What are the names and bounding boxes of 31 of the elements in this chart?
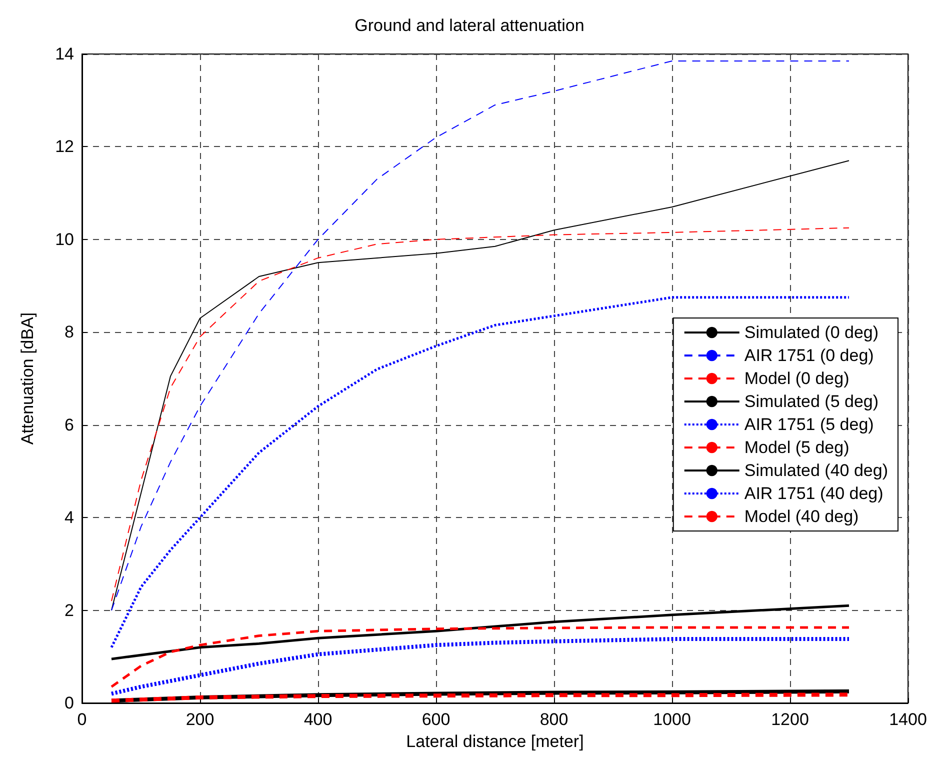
x-tick-label: 200 [186, 710, 214, 729]
x-axis-title: Lateral distance [meter] [406, 732, 584, 751]
legend-label: Simulated (0 deg) [744, 323, 879, 342]
legend-label: AIR 1751 (40 deg) [744, 484, 884, 503]
y-tick-label: 2 [64, 600, 74, 620]
line-series [110, 637, 851, 696]
x-tick-label: 800 [540, 710, 568, 729]
x-tick-label: 400 [304, 710, 332, 729]
legend-label: Model (0 deg) [744, 369, 850, 388]
y-tick-label: 0 [64, 694, 74, 712]
legend-label: AIR 1751 (0 deg) [744, 346, 874, 365]
legend-label: Simulated (40 deg) [744, 461, 888, 480]
y-axis-title: Attenuation [dBA] [18, 312, 37, 445]
y-tick-label: 12 [55, 137, 74, 156]
legend-label: Simulated (5 deg) [744, 392, 879, 411]
line-series [110, 626, 850, 688]
x-tick-label: 1200 [771, 710, 809, 729]
chart-title: Ground and lateral attenuation [354, 16, 584, 35]
y-tick-label: 8 [64, 322, 74, 342]
legend-label: AIR 1751 (5 deg) [744, 415, 874, 434]
line-series [110, 604, 850, 660]
y-tick-label: 4 [64, 508, 74, 528]
legend-label: Model (5 deg) [744, 438, 850, 457]
legend-label: Model (40 deg) [744, 507, 859, 526]
x-tick-label: 1400 [889, 710, 927, 729]
y-tick-label: 14 [55, 44, 74, 64]
x-tick-label: 1000 [653, 710, 691, 729]
x-tick-label: 600 [422, 710, 450, 729]
x-tick-label: 0 [77, 710, 87, 729]
y-tick-label: 10 [55, 230, 74, 249]
y-tick-label: 6 [64, 415, 74, 434]
